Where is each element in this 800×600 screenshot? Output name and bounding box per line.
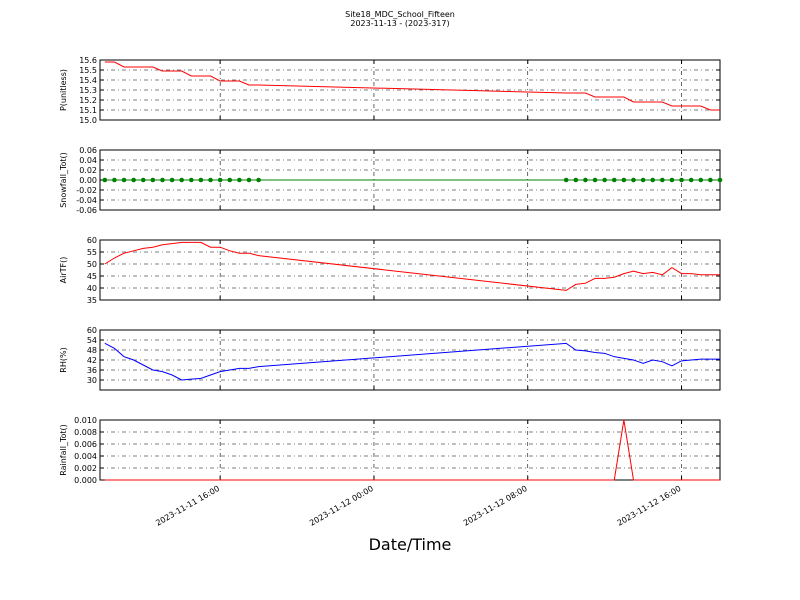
y-tick-label: 15.0 <box>79 116 97 125</box>
axes-frame <box>99 59 721 121</box>
data-point <box>160 177 165 183</box>
y-tick-label: 15.5 <box>79 66 97 75</box>
y-axis-title: Rainfall_Tot() <box>59 424 68 476</box>
x-tick-label: 2023-11-12 08:00 <box>462 484 529 528</box>
data-point <box>189 177 194 183</box>
data-line <box>104 241 720 291</box>
data-point <box>698 177 704 183</box>
data-point <box>208 177 213 183</box>
y-axis-title: Snowfall_Tot() <box>59 152 68 208</box>
data-point <box>679 177 684 183</box>
y-tick-label: 15.2 <box>79 96 97 105</box>
data-point <box>179 177 185 183</box>
y-tick-label: 36 <box>87 366 97 375</box>
y-tick-label: 0.004 <box>74 452 97 461</box>
data-line <box>104 342 720 381</box>
data-point <box>246 177 252 183</box>
data-line <box>104 61 720 111</box>
data-point <box>237 177 242 183</box>
data-line <box>104 419 720 481</box>
data-point <box>708 177 713 183</box>
data-point <box>256 177 261 183</box>
y-axis-title: AirTF() <box>59 257 68 284</box>
y-tick-label: 0.00 <box>79 176 97 185</box>
y-tick-label: 0.02 <box>79 166 97 175</box>
data-point <box>592 177 598 183</box>
y-axis-title: RH(%) <box>59 347 68 372</box>
data-point <box>217 177 223 183</box>
chart-title: Site18_MDC_School_Fifteen <box>345 10 455 19</box>
y-axis-title: P(unitless) <box>59 69 68 111</box>
y-tick-label: 15.3 <box>79 86 97 95</box>
data-point <box>669 177 675 183</box>
data-point <box>102 177 108 183</box>
data-point <box>640 177 646 183</box>
data-point <box>227 177 233 183</box>
x-tick-label: 2023-11-12 16:00 <box>616 484 683 528</box>
axes-frame <box>99 419 721 481</box>
y-tick-label: 0.008 <box>74 428 97 437</box>
x-axis-title: Date/Time <box>369 535 452 554</box>
axes-frame <box>99 239 721 301</box>
x-tick-label: 2023-11-12 00:00 <box>308 484 375 528</box>
data-point <box>563 177 569 183</box>
y-tick-label: 15.1 <box>79 106 97 115</box>
y-tick-label: -0.02 <box>76 186 97 195</box>
data-point <box>688 177 694 183</box>
y-tick-label: 50 <box>87 260 97 269</box>
data-point <box>631 177 636 183</box>
data-point <box>611 177 617 183</box>
data-point <box>660 177 665 183</box>
y-tick-label: 48 <box>87 346 97 355</box>
chart-subtitle: 2023-11-13 - (2023-317) <box>350 19 449 28</box>
data-point <box>717 177 723 183</box>
y-tick-label: 15.6 <box>79 56 97 65</box>
y-tick-label: 54 <box>87 336 97 345</box>
y-tick-label: 30 <box>87 376 97 385</box>
y-tick-label: 55 <box>87 248 97 257</box>
axes-frame <box>99 329 721 391</box>
y-tick-label: 0.000 <box>74 476 97 485</box>
data-point <box>112 177 117 183</box>
data-point <box>198 177 204 183</box>
y-tick-label: 0.06 <box>79 146 97 155</box>
y-tick-label: -0.06 <box>76 206 97 215</box>
y-tick-label: 45 <box>87 272 97 281</box>
x-tick-label: 2023-11-11 16:00 <box>154 484 221 528</box>
data-point <box>150 177 156 183</box>
y-tick-label: 40 <box>87 284 97 293</box>
data-point <box>650 177 656 183</box>
data-point <box>583 177 588 183</box>
y-tick-label: 0.002 <box>74 464 97 473</box>
y-tick-label: 60 <box>87 236 97 245</box>
y-tick-label: 15.4 <box>79 76 97 85</box>
y-tick-label: 60 <box>87 326 97 335</box>
y-tick-label: 0.006 <box>74 440 97 449</box>
data-point <box>621 177 627 183</box>
data-point <box>131 177 136 183</box>
data-point <box>602 177 607 183</box>
y-tick-label: 0.010 <box>74 416 97 425</box>
y-tick-label: -0.04 <box>76 196 97 205</box>
data-point <box>573 177 579 183</box>
data-point <box>169 177 175 183</box>
y-tick-label: 35 <box>87 296 97 305</box>
y-tick-label: 42 <box>87 356 97 365</box>
data-point <box>140 177 146 183</box>
data-point <box>121 177 127 183</box>
y-tick-label: 0.04 <box>79 156 97 165</box>
